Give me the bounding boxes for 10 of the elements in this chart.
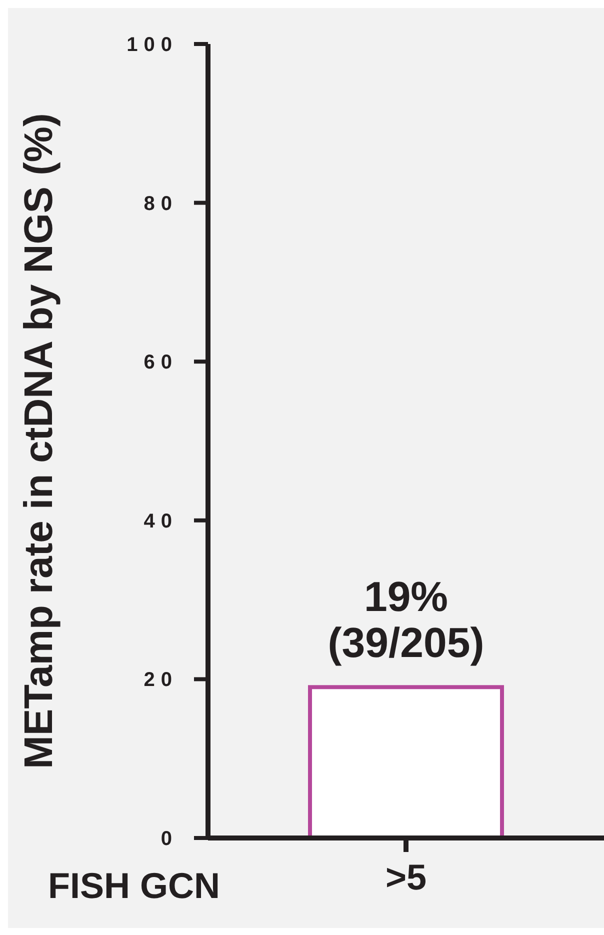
- y-tick-label: 0: [160, 828, 178, 850]
- x-tick-label: >5: [385, 856, 427, 898]
- y-tick-label: 20: [144, 669, 178, 692]
- y-tick-label: 40: [144, 510, 178, 532]
- y-tick-label: 60: [144, 352, 178, 374]
- y-tick-label: 80: [144, 192, 178, 215]
- x-axis-title: FISH GCN: [48, 865, 220, 906]
- data-label: 19% (39/205): [328, 573, 484, 666]
- y-axis-title: METamp rate in ctDNA by NGS (%): [17, 113, 62, 769]
- y-tick-label: 100: [126, 34, 178, 56]
